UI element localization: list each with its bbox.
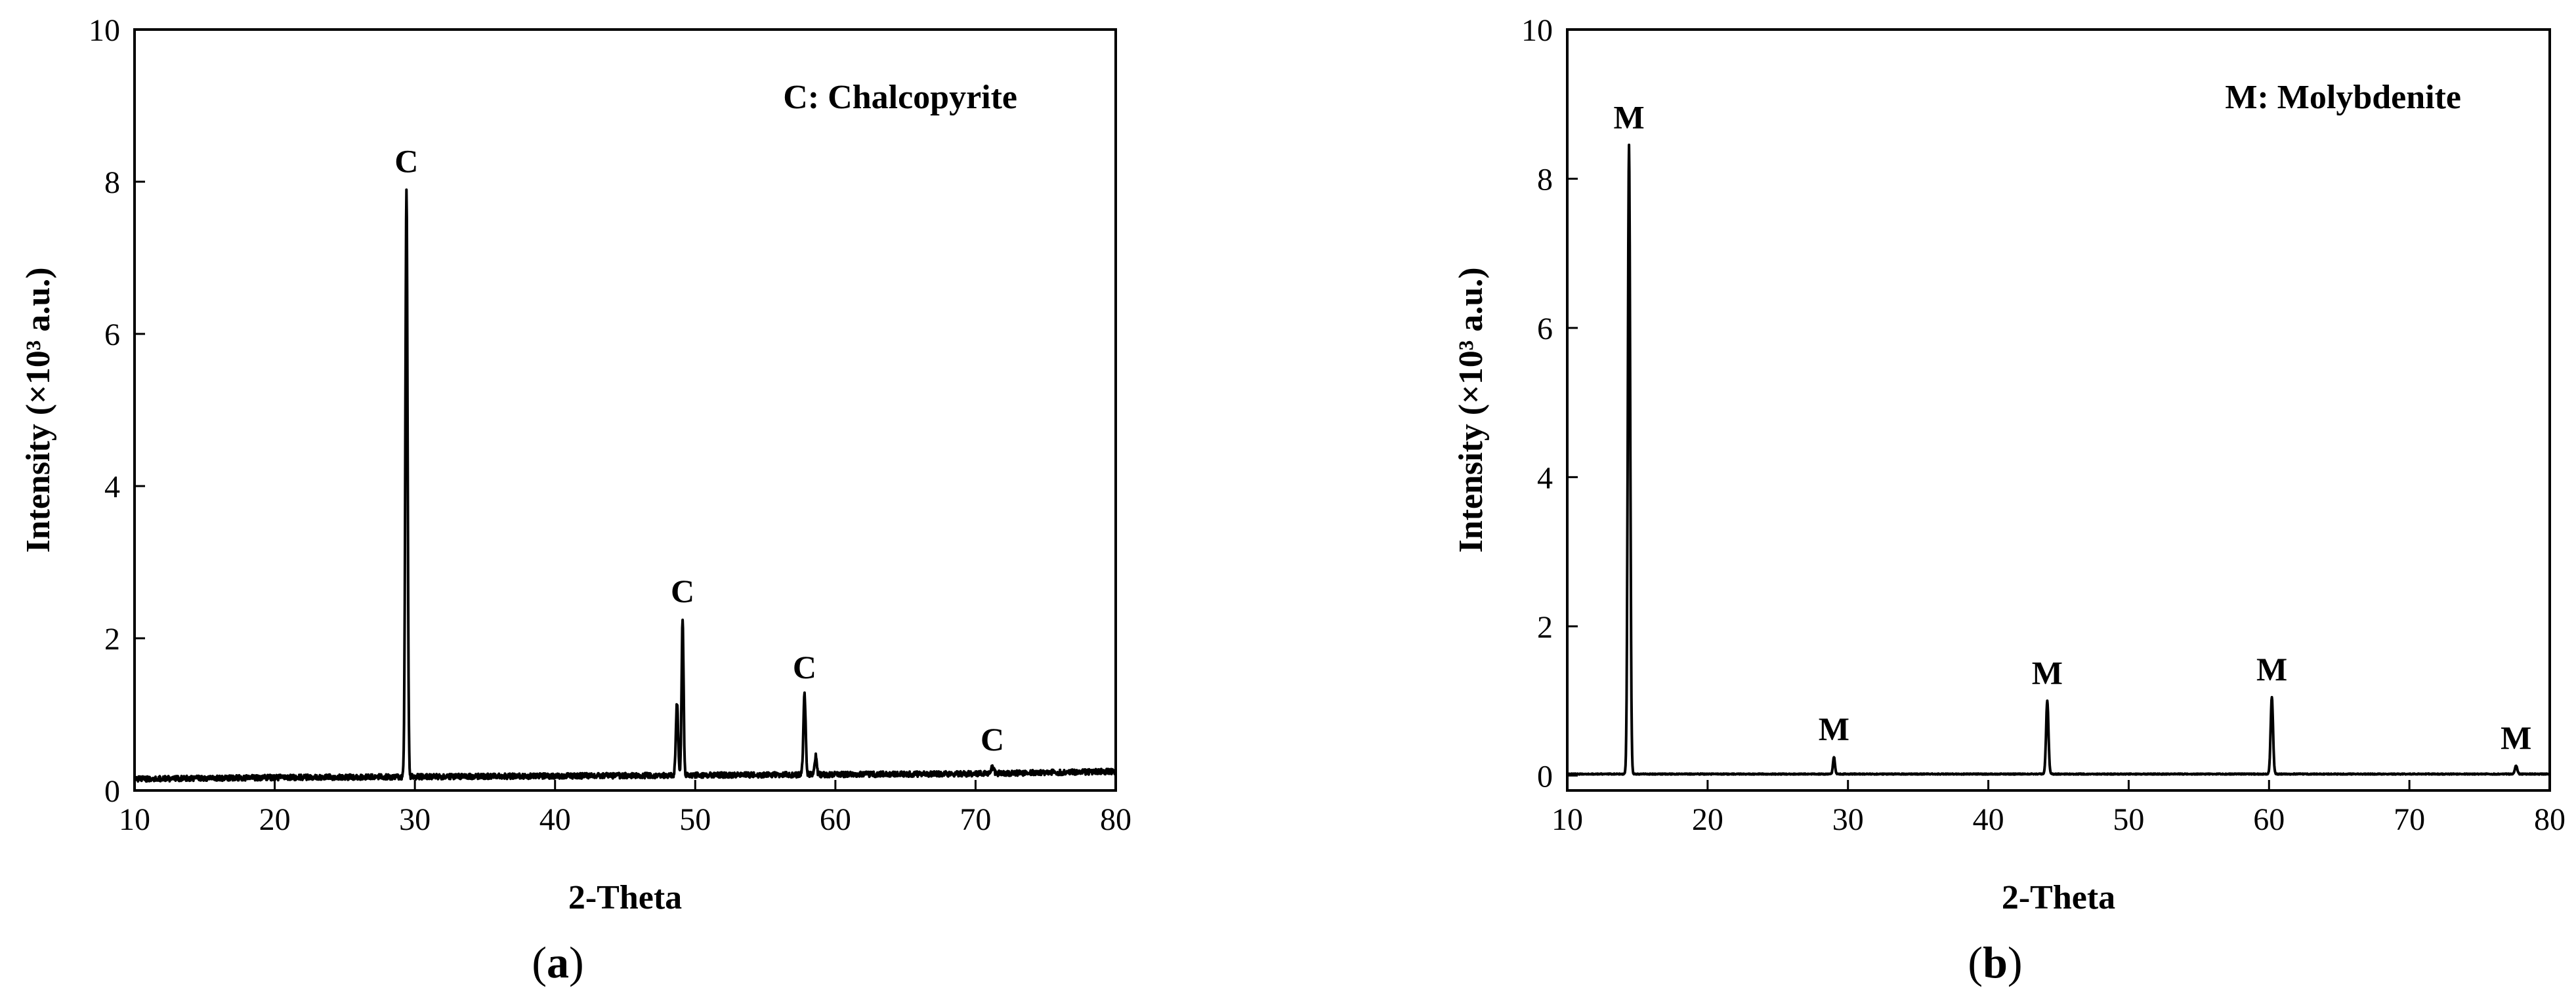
plot-frame	[1566, 28, 2551, 792]
x-tick-label: 60	[820, 802, 851, 837]
y-tick-label: 4	[1537, 461, 1553, 495]
x-tick-label: 30	[399, 802, 431, 837]
peak-label: M	[2256, 651, 2287, 687]
y-tick-label: 8	[1537, 162, 1553, 197]
peak-label: M	[1613, 98, 1644, 135]
x-tick-label: 70	[960, 802, 991, 837]
peak-label: C	[394, 143, 418, 180]
y-tick-label: 0	[104, 774, 120, 809]
x-tick-label: 10	[1552, 802, 1583, 837]
panel-b: 10 20 30 40 50 60 70 80 0 2 4 6 8 10 2-Theta Intensity …	[1452, 13, 2565, 987]
panel-label: (b)	[1968, 937, 2022, 987]
x-tick-label: 20	[259, 802, 291, 837]
y-tick-label: 2	[104, 622, 120, 657]
x-tick-label: 50	[679, 802, 711, 837]
plot-frame	[133, 28, 1117, 792]
y-tick-label: 6	[104, 317, 120, 352]
x-tick-label: 20	[1692, 802, 1723, 837]
x-tick-label: 50	[2113, 802, 2144, 837]
peak-label: C	[793, 649, 816, 686]
y-tick-label: 2	[1537, 610, 1553, 645]
x-tick-label: 60	[2253, 802, 2285, 837]
peak-label: M	[2501, 719, 2531, 756]
x-tick-label: 10	[119, 802, 150, 837]
x-tick-label: 40	[539, 802, 571, 837]
phase-annotation: M: Molybdenite	[2225, 79, 2461, 116]
x-tick-label: 30	[1832, 802, 1864, 837]
panel-a: 10 20 30 40 50 60 70 80 0 2 4 6 8 10 2-Theta Intensity …	[20, 13, 1131, 987]
x-tick-label: 80	[1100, 802, 1131, 837]
x-axis-title: 2-Theta	[568, 879, 682, 916]
y-axis-title: Intensity (×10³ a.u.)	[20, 267, 57, 552]
panel-label: (a)	[532, 937, 583, 987]
xrd-series-line	[1566, 143, 2551, 776]
x-tick-label: 80	[2534, 802, 2565, 837]
y-tick-label: 6	[1537, 312, 1553, 346]
y-tick-label: 4	[104, 470, 120, 504]
peak-label: C	[671, 573, 694, 609]
xrd-series-line	[133, 188, 1117, 783]
y-tick-label: 10	[1521, 13, 1553, 48]
x-tick-label: 40	[1973, 802, 2004, 837]
y-tick-label: 10	[89, 13, 120, 48]
peak-label: M	[2032, 655, 2063, 691]
peak-label: M	[1819, 710, 1849, 747]
peak-label: C	[981, 721, 1004, 758]
y-tick-label: 0	[1537, 759, 1553, 794]
y-axis-title: Intensity (×10³ a.u.)	[1452, 267, 1490, 552]
phase-annotation: C: Chalcopyrite	[783, 79, 1017, 116]
y-tick-label: 8	[104, 165, 120, 200]
x-tick-label: 70	[2394, 802, 2425, 837]
x-axis-title: 2-Theta	[2002, 879, 2115, 916]
